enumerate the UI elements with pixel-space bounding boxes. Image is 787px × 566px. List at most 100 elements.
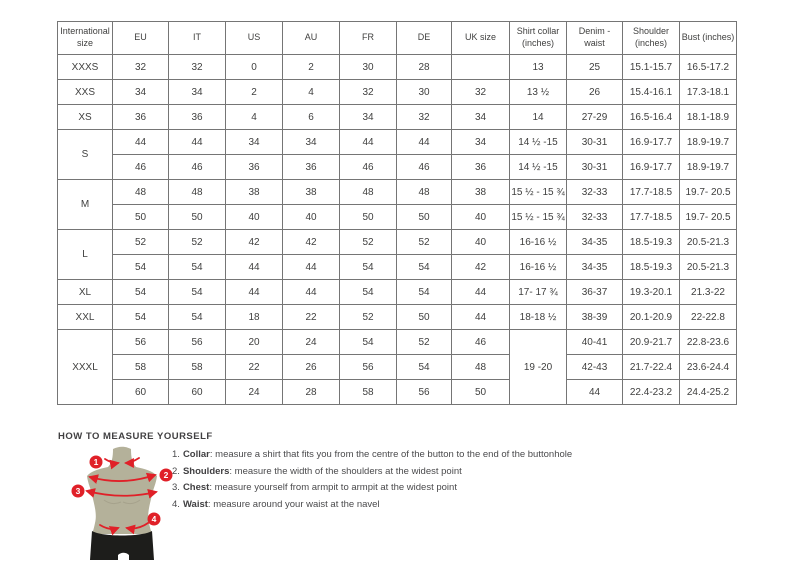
table-row: 58 58 22 26 56 54 48 42-43 21.7-22.4 23.6-24.4 [58, 354, 737, 380]
table-cell: 32 [168, 54, 226, 80]
measure-instruction: 3. Chest: measure yourself from armpit to… [172, 480, 642, 497]
instruction-text: : measure around your waist at the navel [207, 498, 380, 510]
table-cell: 30-31 [566, 154, 623, 180]
table-row: 54 54 44 44 54 54 42 16-16 ½ 34-35 18.5-19.3 20.5-… [58, 254, 737, 280]
svg-text:4: 4 [152, 514, 157, 524]
table-cell: L [57, 229, 113, 280]
table-cell: 36 [112, 104, 169, 130]
figure-marker-4: 4 [147, 512, 161, 526]
table-cell: 40 [282, 204, 340, 230]
svg-text:2: 2 [164, 470, 169, 480]
table-cell: 38-39 [566, 304, 623, 330]
table-cell: 32 [451, 79, 510, 105]
table-cell: 36 [225, 154, 283, 180]
table-row: S 44 44 34 34 44 44 34 14 ½ -15 30-31 16.9-17.7 18.… [57, 129, 737, 180]
instruction-label: Waist [182, 498, 208, 510]
table-cell: 50 [339, 204, 397, 230]
torso-figure-svg: 1 2 3 4 [71, 446, 173, 560]
table-cell: 26 [566, 79, 623, 105]
table-cell: 21.3-22 [679, 279, 737, 305]
table-cell: 48 [451, 354, 510, 380]
table-cell: 36 [168, 104, 226, 130]
collar-measure-arrow [124, 457, 140, 468]
shorts-shape [90, 531, 154, 560]
table-cell: 46 [396, 154, 452, 180]
table-cell: 17.3-18.1 [679, 79, 737, 105]
table-cell: XXXS [57, 54, 113, 80]
column-header: International size [57, 21, 113, 55]
instruction-num: 2. [172, 465, 180, 477]
table-cell: 14 ½ -15 [509, 129, 567, 155]
table-cell: 60 [112, 379, 169, 405]
table-cell: 46 [451, 329, 510, 355]
table-cell: 20.9-21.7 [622, 329, 680, 355]
column-header: Bust (inches) [679, 21, 737, 55]
column-header: AU [282, 21, 340, 55]
table-cell: 44 [396, 129, 452, 155]
instruction-text: : measure yourself from armpit to armpit… [209, 482, 457, 493]
table-cell: XXXL [57, 329, 113, 405]
table-cell: 32 [112, 54, 169, 80]
table-cell: 14 [509, 104, 567, 130]
svg-text:3: 3 [76, 486, 81, 496]
table-cell: 19.3-20.1 [622, 279, 680, 305]
table-cell: 52 [396, 329, 452, 355]
table-cell: 50 [396, 204, 452, 230]
column-header: Shoulder (inches) [622, 21, 680, 55]
table-row: XL 54 54 44 44 54 54 44 17- 17 ¾ 36-37 19.3-20.1 21… [57, 279, 737, 305]
waist-measure-arrow [125, 522, 149, 535]
figure-marker-1: 1 [89, 455, 103, 469]
table-cell: 18.5-19.3 [622, 254, 680, 280]
table-cell: 34 [339, 104, 397, 130]
table-cell: 44 [339, 129, 397, 155]
table-cell: 13 ½ [509, 79, 567, 105]
table-cell: 50 [112, 204, 169, 230]
column-header: Denim - waist [566, 21, 623, 55]
table-cell: 36-37 [566, 279, 623, 305]
table-cell: 54 [112, 254, 169, 280]
table-cell: 16.5-17.2 [679, 54, 737, 80]
table-cell: 16.5-16.4 [622, 104, 680, 130]
table-cell: 24 [225, 379, 283, 405]
table-cell: 38 [451, 179, 510, 205]
collar-measure-arrow [104, 458, 120, 470]
table-cell: 23.6-24.4 [679, 354, 737, 380]
table-cell: 18.1-18.9 [679, 104, 737, 130]
table-row: XXXL 56 56 20 24 54 52 46 19 -20 40-41 20.9-21.7 22… [57, 329, 737, 405]
table-cell: 44 [451, 279, 510, 305]
table-cell: 42 [451, 254, 510, 280]
table-cell: 48 [168, 179, 226, 205]
table-cell: 32 [339, 79, 397, 105]
table-cell: 58 [112, 354, 169, 380]
table-cell: 34 [282, 129, 340, 155]
table-cell: 44 [282, 279, 340, 305]
table-cell: 54 [112, 304, 169, 330]
table-cell: 42-43 [566, 354, 623, 380]
table-cell: 38 [282, 179, 340, 205]
table-cell: 54 [396, 279, 452, 305]
measure-instruction: 2. Shoulders: measure the width of the sh… [172, 464, 642, 481]
table-cell: 15.4-16.1 [622, 79, 680, 105]
table-row: M 48 48 38 38 48 48 38 15 ½ - 15 ¾ 32-33 17.7-18.5… [57, 179, 737, 230]
measure-instructions: 1. Collar: measure a shirt that fits you … [172, 447, 642, 513]
table-row: XXXS 32 32 0 2 30 28 13 25 15.1-15.7 16.5-17.2 [57, 54, 737, 80]
table-cell: 40-41 [566, 329, 623, 355]
table-row: XXL 54 54 18 22 52 50 44 18-18 ½ 38-39 20.1-20.9 22… [57, 304, 737, 330]
table-cell: 32-33 [566, 204, 623, 230]
table-cell: 18.9-19.7 [679, 154, 737, 180]
table-cell: 60 [168, 379, 226, 405]
table-cell: 17- 17 ¾ [509, 279, 567, 305]
table-cell: 13 [509, 54, 567, 80]
column-header: UK size [451, 21, 510, 55]
table-cell: 19.7- 20.5 [679, 179, 737, 205]
instruction-text: : measure the width of the shoulders at … [229, 465, 462, 477]
table-cell: 16-16 ½ [509, 229, 567, 255]
table-cell: 15.1-15.7 [622, 54, 680, 80]
table-cell: 4 [282, 79, 340, 105]
table-cell: 54 [396, 254, 452, 280]
table-cell: 44 [168, 129, 226, 155]
table-cell: 18.9-19.7 [679, 129, 737, 155]
table-cell: 22 [225, 354, 283, 380]
table-cell: 46 [339, 154, 397, 180]
table-cell: 54 [339, 279, 397, 305]
